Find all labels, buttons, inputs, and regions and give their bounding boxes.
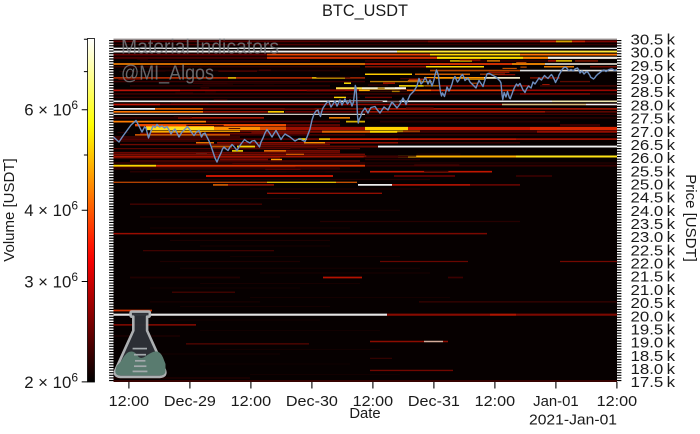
svg-text:19.5 k: 19.5 k <box>631 322 676 338</box>
svg-text:Volume [USDT]: Volume [USDT] <box>1 158 18 261</box>
svg-text:30.0 k: 30.0 k <box>631 46 676 62</box>
svg-text:12:00: 12:00 <box>475 394 516 410</box>
svg-text:28.0 k: 28.0 k <box>631 98 676 114</box>
svg-text:17.5 k: 17.5 k <box>631 375 676 391</box>
svg-text:29.5 k: 29.5 k <box>631 59 676 75</box>
svg-text:12:00: 12:00 <box>353 394 394 410</box>
svg-text:Date: Date <box>349 406 380 422</box>
svg-text:21.5 k: 21.5 k <box>631 270 676 286</box>
svg-text:4 × 106: 4 × 106 <box>24 199 78 221</box>
svg-text:25.0 k: 25.0 k <box>631 177 676 193</box>
svg-text:20.0 k: 20.0 k <box>631 309 676 325</box>
svg-text:30.5 k: 30.5 k <box>631 33 676 49</box>
svg-text:24.5 k: 24.5 k <box>631 191 676 207</box>
svg-text:18.0 k: 18.0 k <box>631 362 676 378</box>
svg-text:12:00: 12:00 <box>231 394 272 410</box>
svg-text:2 × 106: 2 × 106 <box>24 370 78 392</box>
svg-text:22.5 k: 22.5 k <box>631 243 676 259</box>
svg-text:23.0 k: 23.0 k <box>631 230 676 246</box>
svg-text:26.0 k: 26.0 k <box>631 151 676 167</box>
svg-text:3 × 106: 3 × 106 <box>24 270 78 292</box>
svg-text:23.5 k: 23.5 k <box>631 217 676 233</box>
svg-text:19.0 k: 19.0 k <box>631 336 676 352</box>
svg-text:2021-Jan-01: 2021-Jan-01 <box>529 412 617 428</box>
svg-text:@MI_Algos: @MI_Algos <box>121 63 214 85</box>
svg-text:26.5 k: 26.5 k <box>631 138 676 154</box>
svg-text:27.5 k: 27.5 k <box>631 112 676 128</box>
svg-text:21.0 k: 21.0 k <box>631 283 676 299</box>
svg-text:Dec-30: Dec-30 <box>286 394 338 410</box>
svg-text:Price [USDT]: Price [USDT] <box>682 174 699 262</box>
svg-text:20.5 k: 20.5 k <box>631 296 676 312</box>
svg-text:18.5 k: 18.5 k <box>631 349 676 365</box>
svg-text:28.5 k: 28.5 k <box>631 85 676 101</box>
svg-text:29.0 k: 29.0 k <box>631 72 676 88</box>
svg-text:Dec-31: Dec-31 <box>408 394 460 410</box>
svg-text:Jan-01: Jan-01 <box>533 394 579 410</box>
svg-text:25.5 k: 25.5 k <box>631 164 676 180</box>
svg-text:27.0 k: 27.0 k <box>631 125 676 141</box>
svg-text:12:00: 12:00 <box>597 394 638 410</box>
svg-text:Material Indicators: Material Indicators <box>121 37 279 59</box>
svg-text:22.0 k: 22.0 k <box>631 257 676 273</box>
svg-text:Dec-29: Dec-29 <box>164 394 216 410</box>
svg-text:BTC_USDT: BTC_USDT <box>322 2 408 20</box>
svg-text:12:00: 12:00 <box>109 394 150 410</box>
svg-text:24.0 k: 24.0 k <box>631 204 676 220</box>
svg-text:6 × 106: 6 × 106 <box>24 98 78 120</box>
